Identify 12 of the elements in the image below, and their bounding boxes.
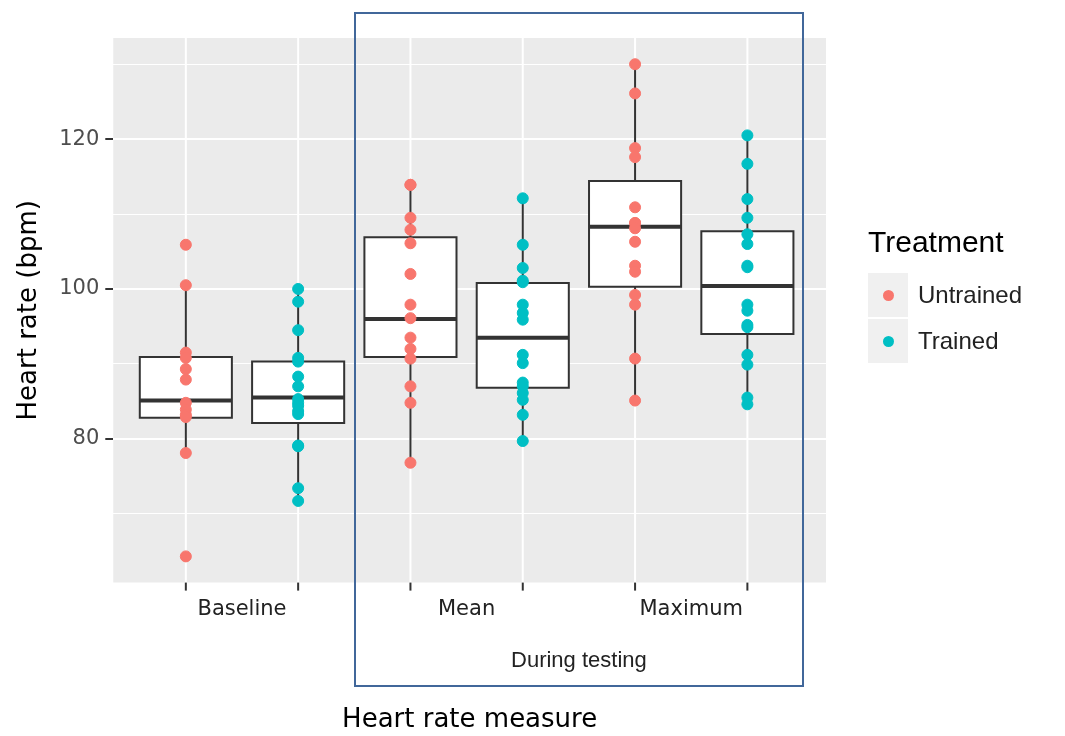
y-axis-title: Heart rate (bpm) (12, 200, 43, 421)
x-tick-label: Baseline (197, 595, 287, 620)
y-tick-label: 100 (59, 275, 100, 300)
legend-label: Trained (918, 327, 999, 355)
legend-label: Untrained (918, 281, 1023, 309)
x-tick-label: Maximum (639, 595, 743, 620)
legend-title: Treatment (868, 225, 1005, 259)
y-tick-label: 120 (59, 125, 100, 150)
text: During testing (511, 646, 647, 673)
y-tick-label: 80 (72, 425, 100, 450)
x-axis-title: Heart rate measure (342, 703, 598, 734)
x-tick-label: Mean (438, 595, 496, 620)
